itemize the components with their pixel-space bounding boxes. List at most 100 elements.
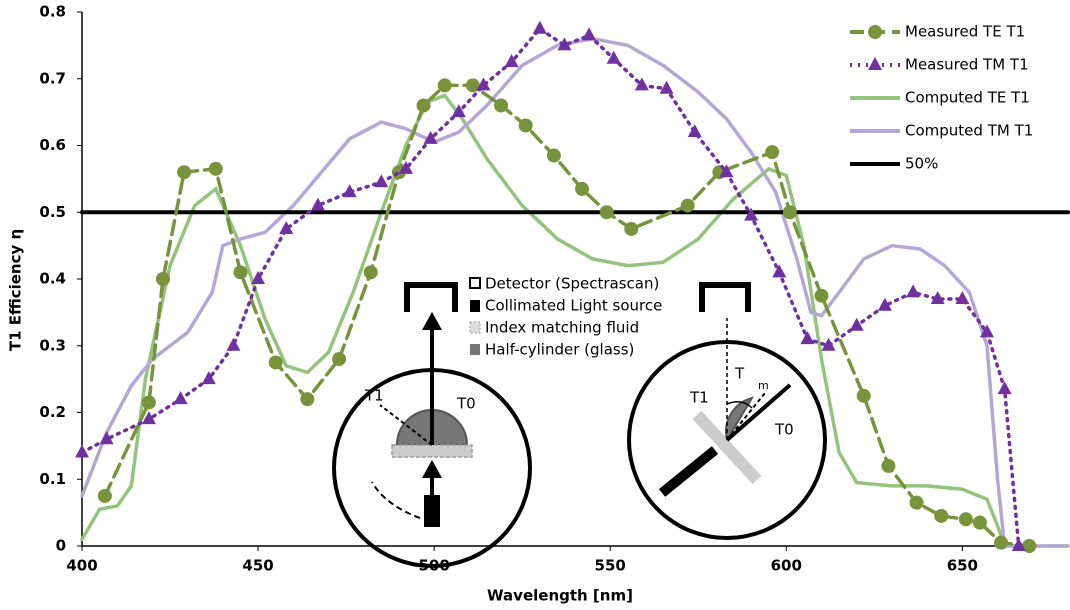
series-line xyxy=(80,26,1021,548)
marker xyxy=(909,495,924,510)
marker xyxy=(342,184,357,198)
series-line xyxy=(103,83,1032,548)
marker xyxy=(719,164,734,178)
y-tick-label: 0.7 xyxy=(39,69,66,87)
legend-item: Computed TE T1 xyxy=(850,89,1030,107)
x-tick-label: 400 xyxy=(66,557,97,575)
marker xyxy=(97,488,112,503)
marker xyxy=(279,220,294,234)
marker xyxy=(906,284,921,298)
marker xyxy=(416,98,431,113)
marker xyxy=(268,355,283,370)
marker xyxy=(782,205,797,220)
marker xyxy=(765,145,780,160)
marker xyxy=(532,20,547,34)
legend-label: Measured TE T1 xyxy=(905,23,1025,41)
marker xyxy=(606,50,621,64)
marker xyxy=(141,395,156,410)
marker xyxy=(504,54,519,68)
marker xyxy=(930,291,945,305)
legend-item: Measured TE T1 xyxy=(850,23,1025,41)
marker xyxy=(958,512,973,527)
marker xyxy=(177,165,192,180)
legend-label: Measured TM T1 xyxy=(905,56,1029,74)
marker xyxy=(437,78,452,93)
marker xyxy=(374,174,389,188)
marker xyxy=(972,515,987,530)
marker xyxy=(856,388,871,403)
y-axis-title: T1 Efficiency η xyxy=(7,229,25,351)
x-tick-label: 500 xyxy=(418,557,449,575)
y-tick-label: 0.3 xyxy=(39,336,66,354)
marker xyxy=(141,411,156,425)
legend-marker xyxy=(868,25,882,39)
legend-item: 50% xyxy=(850,155,938,173)
x-tick-label: 550 xyxy=(595,557,626,575)
legend-label: Computed TE T1 xyxy=(905,89,1030,107)
x-axis-title: Wavelength [nm] xyxy=(487,587,633,605)
legend-item: Measured TM T1 xyxy=(850,56,1029,74)
legend-label: Computed TM T1 xyxy=(905,122,1033,140)
annotation: T1 xyxy=(364,387,384,405)
annotation: Collimated Light source xyxy=(485,297,662,315)
marker xyxy=(687,124,702,138)
series-line xyxy=(80,93,1070,548)
marker xyxy=(332,352,347,367)
marker xyxy=(1011,538,1026,551)
x-tick-label: 650 xyxy=(947,557,978,575)
marker xyxy=(634,77,649,91)
marker xyxy=(251,271,266,284)
marker xyxy=(980,324,995,338)
marker xyxy=(233,265,248,280)
marker xyxy=(173,391,188,405)
x-tick-label: 450 xyxy=(242,557,273,575)
marker xyxy=(155,272,170,286)
marker xyxy=(680,198,695,213)
marker xyxy=(398,160,413,174)
marker xyxy=(659,80,674,94)
marker xyxy=(955,291,970,305)
marker xyxy=(99,431,114,445)
annotation: T1 xyxy=(689,389,709,407)
y-tick-label: 0.8 xyxy=(39,3,66,21)
annotation: T0 xyxy=(456,395,476,413)
y-tick-label: 0.6 xyxy=(39,136,66,154)
marker xyxy=(310,197,325,211)
marker xyxy=(557,37,572,51)
marker xyxy=(849,317,864,331)
marker xyxy=(1022,539,1037,553)
annotation: Index matching fluid xyxy=(485,319,639,337)
marker xyxy=(476,77,491,91)
marker xyxy=(226,337,241,351)
y-tick-label: 0.2 xyxy=(39,403,66,421)
annotation: T0 xyxy=(774,421,794,439)
marker xyxy=(208,161,223,176)
marker xyxy=(934,508,949,523)
marker xyxy=(75,444,89,458)
y-tick-label: 0.5 xyxy=(39,203,66,221)
marker xyxy=(300,392,315,407)
marker xyxy=(994,535,1009,550)
marker xyxy=(582,27,597,41)
marker xyxy=(451,104,466,118)
annotation: Detector (Spectrascan) xyxy=(485,275,659,293)
inset-diagram xyxy=(332,277,827,568)
marker xyxy=(599,205,614,220)
y-tick-label: 0.4 xyxy=(39,270,66,288)
marker xyxy=(465,78,480,93)
x-tick-label: 600 xyxy=(771,557,802,575)
marker xyxy=(821,337,836,351)
marker xyxy=(800,331,815,345)
marker xyxy=(518,118,533,133)
marker xyxy=(494,98,509,113)
marker xyxy=(772,264,787,278)
marker xyxy=(624,221,639,236)
legend-label: 50% xyxy=(905,155,938,173)
y-tick-label: 0.1 xyxy=(39,470,66,488)
marker xyxy=(744,207,759,221)
marker xyxy=(881,458,896,473)
annotations: Detector (Spectrascan) Collimated Light … xyxy=(364,275,794,439)
marker xyxy=(575,181,590,196)
annotation: Half-cylinder (glass) xyxy=(485,341,634,359)
marker xyxy=(423,130,438,144)
